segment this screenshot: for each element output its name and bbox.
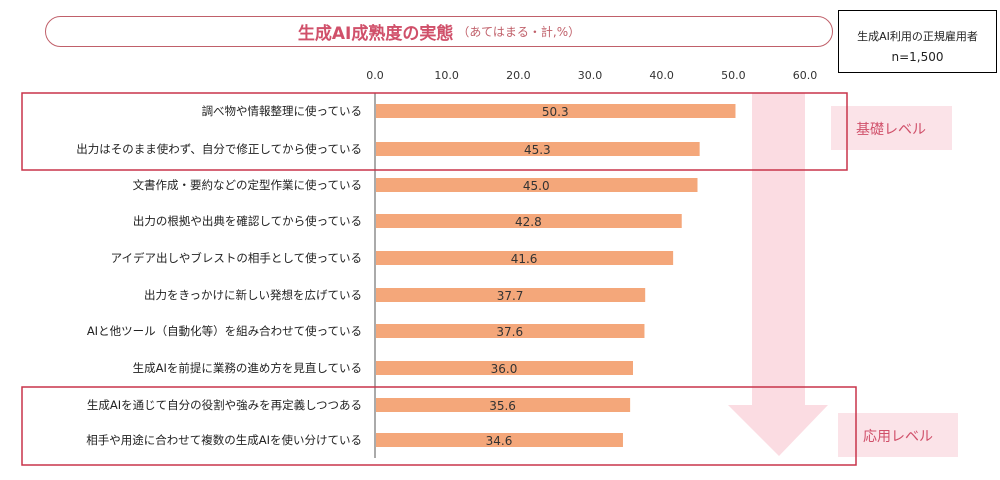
x-tick-label: 50.0 [721,69,746,82]
bar [376,251,674,265]
x-tick-label: 10.0 [434,69,459,82]
bar-value-label: 35.6 [489,399,516,413]
x-tick-label: 40.0 [649,69,674,82]
bar [376,104,736,118]
bar-value-label: 37.6 [496,325,523,339]
bar-value-label: 42.8 [515,215,542,229]
bar-value-label: 45.3 [524,143,551,157]
category-label: 相手や用途に合わせて複数の生成AIを使い分けている [86,433,362,447]
bar [376,214,682,228]
category-label: 出力をきっかけに新しい発想を広げている [144,288,362,302]
x-tick-label: 30.0 [578,69,603,82]
category-label: 生成AIを前提に業務の進め方を見直している [133,361,362,375]
category-label: 出力はそのまま使わず、自分で修正してから使っている [76,142,362,156]
basic-level-label: 基礎レベル [856,121,926,138]
bar-value-label: 50.3 [542,105,569,119]
sample-size: n=1,500 [891,50,944,64]
x-tick-label: 60.0 [793,69,818,82]
applied-level-bg [838,413,958,457]
bar-value-label: 37.7 [497,289,524,303]
bar-value-label: 45.0 [523,179,550,193]
chart-subtitle: （あてはまる・計,%） [457,25,581,39]
x-tick-label: 0.0 [366,69,384,82]
bar-value-label: 34.6 [486,434,513,448]
category-label: 生成AIを通じて自分の役割や強みを再定義しつつある [87,398,362,412]
category-label: 出力の根拠や出典を確認してから使っている [133,214,362,228]
category-label: アイデア出しやブレストの相手として使っている [111,251,362,265]
category-label: 文書作成・要約などの定型作業に使っている [133,178,362,192]
bar [376,324,645,338]
basic-level-bg [831,106,952,150]
basic-group-box [21,92,848,171]
bar [376,433,623,447]
bar [376,288,646,302]
bar [376,178,698,192]
bar [376,398,631,412]
sample-box: 生成AI利用の正規雇用者 n=1,500 [838,10,997,73]
bar-value-label: 36.0 [491,362,518,376]
bar [376,361,633,375]
chart-title: 生成AI成熟度の実態 [297,24,454,44]
down-arrow [728,93,828,456]
sample-label: 生成AI利用の正規雇用者 [857,30,978,43]
applied-group-box [21,386,857,466]
category-label: 調べ物や情報整理に使っている [202,104,362,118]
chart-title-pill: 生成AI成熟度の実態 （あてはまる・計,%） [45,16,833,47]
applied-level-label: 応用レベル [863,429,933,445]
x-tick-label: 20.0 [506,69,531,82]
category-label: AIと他ツール（自動化等）を組み合わせて使っている [87,324,362,338]
bar [376,142,700,156]
bar-value-label: 41.6 [511,252,538,266]
